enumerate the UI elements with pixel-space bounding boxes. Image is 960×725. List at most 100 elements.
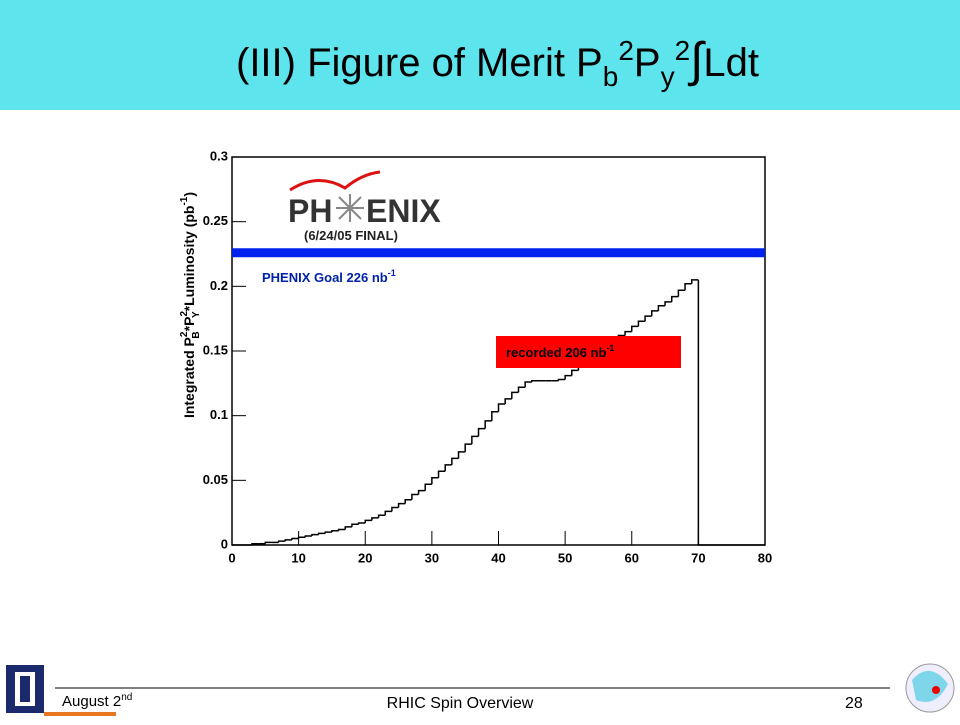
y-tick-label: 0.1 xyxy=(210,407,228,422)
histogram-step xyxy=(311,533,319,536)
ylabel-part: ) xyxy=(181,192,197,197)
histogram-step xyxy=(491,411,499,421)
histogram-step xyxy=(571,369,579,376)
y-tick-label: 0.2 xyxy=(210,278,228,293)
histogram-step xyxy=(464,443,472,452)
title-sup: 2 xyxy=(675,35,691,66)
x-tick-label: 40 xyxy=(491,550,505,565)
left-logo xyxy=(6,665,116,716)
ylabel-sup: 2 xyxy=(179,311,190,317)
histogram-step xyxy=(284,539,292,542)
histogram-step xyxy=(477,427,486,437)
histogram-step xyxy=(317,532,326,535)
ylabel-sup: -1 xyxy=(179,196,190,205)
footer-date-sup: nd xyxy=(121,692,132,703)
y-axis-label: Integrated P2B*P2Y*Luminosity (pb-1) xyxy=(179,192,202,418)
histogram-step xyxy=(417,489,426,495)
histogram-step xyxy=(277,540,286,543)
goal-label: PHENIX Goal 226 nb-1 xyxy=(262,268,396,285)
histogram-step xyxy=(484,420,492,429)
histogram-step xyxy=(644,315,652,322)
histogram-step xyxy=(377,514,386,518)
title-part: (III) Figure of Merit P xyxy=(236,41,603,85)
ylabel-part: *Luminosity (pb xyxy=(181,206,197,312)
histogram-step xyxy=(631,325,639,332)
title-integral: ∫ xyxy=(687,34,706,87)
histogram-step xyxy=(504,398,512,405)
histogram-step xyxy=(357,522,366,525)
ylabel-part: Integrated P xyxy=(181,337,197,418)
x-tick-label: 10 xyxy=(291,550,305,565)
histogram-step xyxy=(291,537,299,540)
histogram-step xyxy=(364,519,372,524)
ylabel-sub: Y xyxy=(191,311,202,318)
histogram-step xyxy=(650,310,659,317)
histogram-step xyxy=(344,526,352,530)
y-tick-label: 0.25 xyxy=(203,213,228,228)
title-part: Ldt xyxy=(703,41,759,85)
right-logo xyxy=(905,663,955,713)
histogram-step xyxy=(297,536,306,539)
x-tick-label: 80 xyxy=(758,550,772,565)
x-tick-label: 30 xyxy=(425,550,439,565)
histogram-step xyxy=(397,502,406,508)
histogram-step xyxy=(331,530,339,533)
histogram-step xyxy=(444,464,452,472)
x-tick-label: 0 xyxy=(228,550,235,565)
x-tick-label: 20 xyxy=(358,550,372,565)
recorded-box xyxy=(496,336,681,368)
y-tick-label: 0.3 xyxy=(210,148,228,163)
histogram-step xyxy=(624,330,632,336)
histogram-step xyxy=(697,279,706,546)
histogram-step xyxy=(690,279,699,284)
ylabel-sup: 2 xyxy=(179,331,190,337)
histogram-step xyxy=(351,523,359,527)
histogram-step xyxy=(471,435,479,445)
x-tick-label: 60 xyxy=(625,550,639,565)
logo-subtitle: (6/24/05 FINAL) xyxy=(304,228,398,243)
histogram-step xyxy=(324,531,332,534)
histogram-step xyxy=(524,381,532,388)
histogram-step xyxy=(304,535,312,538)
ylabel-part: *P xyxy=(181,317,197,332)
page-number: 28 xyxy=(845,695,863,712)
histogram-step xyxy=(684,282,692,291)
footer-date: August 2nd xyxy=(62,692,132,710)
slide-title: (III) Figure of Merit Pb2Py2∫Ldt xyxy=(236,34,759,92)
x-tick-label: 50 xyxy=(558,550,572,565)
y-tick-label: 0.05 xyxy=(203,472,228,487)
histogram-step xyxy=(677,289,686,297)
title-sup: 2 xyxy=(618,35,634,66)
histogram-step xyxy=(451,457,459,465)
histogram-step xyxy=(511,391,519,399)
recorded-label: recorded 206 nb-1 xyxy=(506,343,614,360)
logo-text: ENIX xyxy=(366,193,441,229)
ylabel-sub: B xyxy=(191,331,202,338)
histogram-step xyxy=(637,320,646,327)
histogram-step xyxy=(431,476,439,485)
histogram-step xyxy=(557,378,566,381)
footer-date-text: August 2 xyxy=(62,693,121,710)
histogram-step xyxy=(564,374,572,380)
logo-text: PH xyxy=(288,193,332,229)
histogram-step xyxy=(437,470,446,478)
histogram-step xyxy=(670,295,679,302)
x-tick-label: 70 xyxy=(691,550,705,565)
histogram-step xyxy=(531,379,539,383)
histogram-step xyxy=(411,493,419,500)
title-sub: b xyxy=(603,61,619,92)
footer-center: RHIC Spin Overview xyxy=(387,695,534,712)
histogram-step xyxy=(384,510,392,516)
y-tick-label: 0 xyxy=(221,536,228,551)
goal-label-sup: -1 xyxy=(388,268,396,278)
title-sub: y xyxy=(661,61,675,92)
histogram-step xyxy=(404,498,412,504)
title-band xyxy=(0,0,960,110)
histogram-step xyxy=(657,304,666,311)
logo-arc xyxy=(289,170,381,192)
histogram-step xyxy=(371,517,379,521)
y-tick-label: 0.15 xyxy=(203,342,228,357)
histogram-step xyxy=(251,542,259,545)
